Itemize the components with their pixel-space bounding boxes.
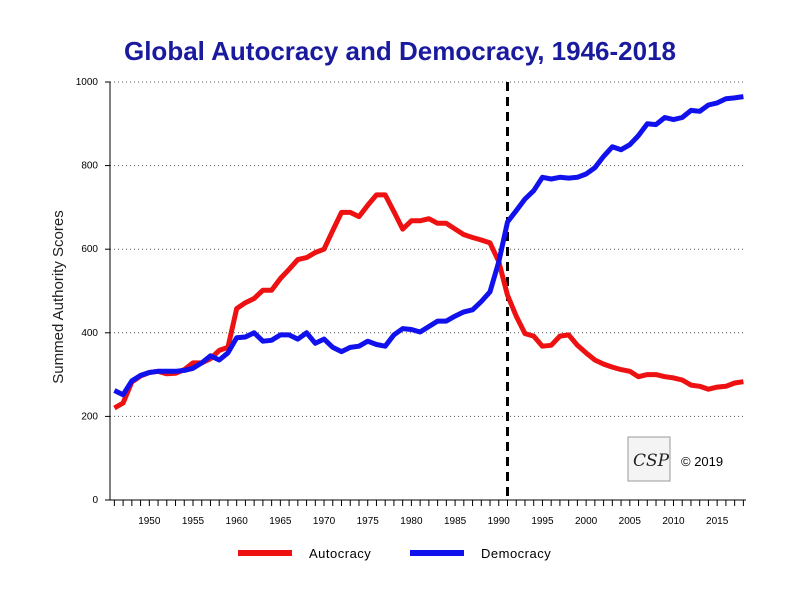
series-line-democracy: [113, 94, 744, 398]
copyright-text: © 2019: [681, 454, 723, 469]
x-tick-label: 2005: [619, 516, 642, 527]
x-tick-label: 1955: [182, 516, 205, 527]
x-tick-label: 1965: [269, 516, 292, 527]
y-ticks: 0 200 400 600 800 1000: [76, 77, 110, 506]
x-tick-label: 1970: [313, 516, 336, 527]
x-tick-label: 1950: [138, 516, 161, 527]
x-tick-label: 1995: [531, 516, 554, 527]
y-tick-label: 200: [81, 411, 98, 422]
axes: [109, 82, 746, 501]
logo-lettering: CSP: [633, 451, 670, 471]
gridlines: [110, 81, 746, 417]
y-tick-label: 0: [92, 495, 98, 506]
logo-box: [627, 436, 671, 482]
y-tick-label: 600: [81, 244, 98, 255]
x-tick-label: 1960: [226, 516, 249, 527]
x-tick-label: 2000: [575, 516, 598, 527]
y-tick-label: 400: [81, 328, 98, 339]
y-axis-title: Summed Authority Scores: [50, 210, 67, 383]
series-line-autocracy: [113, 192, 744, 411]
x-tick-label: 1975: [357, 516, 380, 527]
x-tick-label: 1990: [488, 516, 511, 527]
legend-label-democracy: Democracy: [481, 546, 551, 561]
x-tick-label: 2015: [706, 516, 729, 527]
x-ticks: 1950 1955 1960 1965 1970 1975 1980 1985 1990 1995…: [113, 500, 744, 527]
chart-title: Global Autocracy and Democracy, 1946-201…: [123, 36, 677, 66]
y-tick-label: 1000: [76, 77, 99, 88]
y-tick-label: 800: [81, 161, 98, 172]
legend-label-autocracy: Autocracy: [309, 546, 371, 561]
x-tick-label: 1980: [400, 516, 423, 527]
legend: Autocracy Democracy: [238, 546, 551, 561]
x-tick-label: 1985: [444, 516, 467, 527]
series-lines: [113, 94, 744, 411]
x-tick-label: 2010: [662, 516, 685, 527]
csp-logo: CSP: [627, 436, 671, 482]
